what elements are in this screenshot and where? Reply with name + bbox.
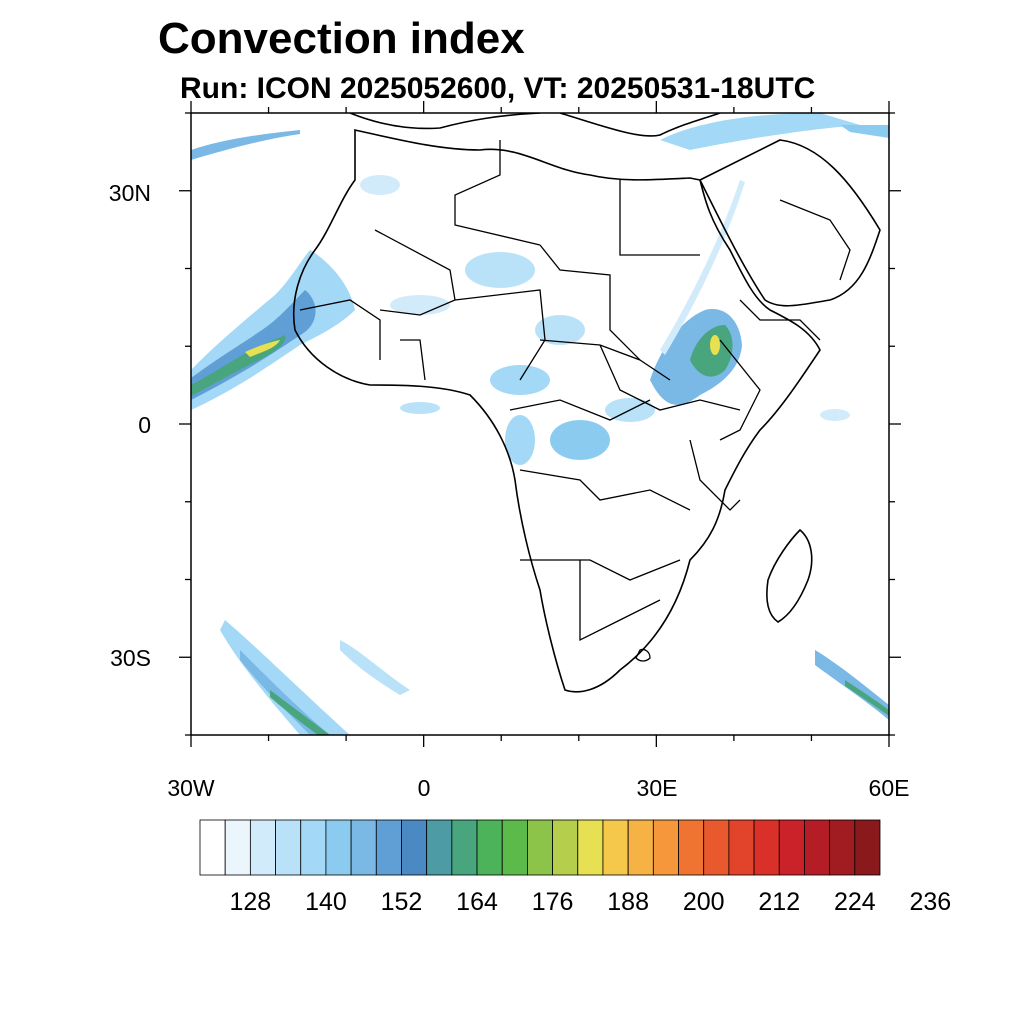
colorbar-swatch [300,819,327,876]
colorbar-label: 140 [305,888,347,916]
colorbar-label: 200 [682,888,725,916]
country-borders [299,140,851,662]
field-east-med [840,125,889,138]
colorbar-swatch [426,819,453,876]
field-south-atlantic [340,640,410,695]
border-15 [779,199,851,281]
field-horn-streak [660,180,745,355]
colorbar-label: 224 [833,888,876,916]
field-sw-atlantic-outer [220,620,350,735]
border-10 [520,559,681,581]
field-sw-indian-core [845,680,889,716]
field-central-2 [550,420,610,460]
colorbar-swatch [602,819,629,876]
colorbar-swatch [501,819,528,876]
coastlines [292,113,881,693]
mediterranean-north-coast [349,113,541,130]
colorbar-swatch [249,819,276,876]
colorbar-label: 164 [456,888,498,916]
field-nw-atlantic [191,130,300,160]
border-8 [599,344,741,411]
border-16 [635,648,651,662]
colorbar-label: 176 [531,888,574,916]
border-18 [400,339,426,381]
colorbar-swatch [527,819,553,876]
field-west-africa-peak [245,340,280,357]
europe-coast [559,113,721,137]
field-central-4 [505,415,535,465]
colorbar-swatch [577,819,604,876]
colorbar-swatch [627,819,654,876]
colorbar-label: 128 [229,888,272,916]
lon-label-30w: 30W [167,775,215,801]
colorbar-swatch [552,819,579,876]
colorbar-label: 188 [607,888,649,916]
convection-fields [191,113,889,735]
colorbar-swatch [703,819,730,876]
madagascar-coastline [766,528,813,623]
lat-label-30s: 30S [110,645,151,671]
map-plot-area [191,113,889,735]
chart-title: Convection index [158,14,525,63]
colorbar-swatch [275,819,302,876]
lat-label-30n: 30N [108,180,151,206]
border-2 [619,180,700,256]
field-ethiopia-peak [710,335,720,355]
border-9 [519,469,691,511]
colorbar-swatch [375,819,402,876]
colorbar-swatch [854,819,881,876]
arabia-coastline [698,139,881,307]
border-14 [689,439,741,511]
border-3 [539,244,671,381]
colorbar-swatch [199,819,226,876]
field-guinea [400,402,440,414]
colorbar-swatch [325,819,352,876]
africa-coastline [292,129,821,693]
lon-label-60e: 60E [868,775,910,801]
border-7 [509,399,651,421]
colorbar-swatch [451,819,478,876]
lat-label-0: 0 [138,412,151,438]
border-12 [739,299,821,341]
chart-subtitle: Run: ICON 2025052600, VT: 20250531-18UTC [180,72,816,105]
colorbar-label: 152 [380,888,423,916]
field-sahel-4 [535,315,585,345]
lon-label-30e: 30E [636,775,678,801]
colorbar-label: 212 [758,888,801,916]
colorbar-swatch [728,819,755,876]
lon-label-0: 0 [417,775,431,801]
border-11 [579,560,661,642]
axis-ticks [179,101,901,747]
field-sw-atlantic-core [270,690,330,735]
border-17 [299,299,381,360]
field-sahel-2 [390,295,450,315]
colorbar-label: 236 [909,888,952,916]
map-background [191,113,889,735]
colorbar-swatch [350,819,377,876]
border-5 [454,289,546,381]
colorbar [199,819,881,876]
field-indian-ocean [820,409,850,421]
field-sahel-3 [360,175,400,195]
border-13 [719,339,761,441]
colorbar-swatch [678,819,705,876]
colorbar-swatch [753,819,780,876]
colorbar-swatch [778,819,805,876]
field-mediterranean [660,113,860,150]
colorbar-swatch [224,819,251,876]
border-1 [454,140,541,246]
field-sahel-1 [465,252,535,288]
colorbar-swatch [829,819,856,876]
colorbar-swatch [401,819,428,876]
colorbar-swatch [476,819,503,876]
colorbar-swatch [804,819,831,876]
colorbar-swatch [652,819,679,876]
